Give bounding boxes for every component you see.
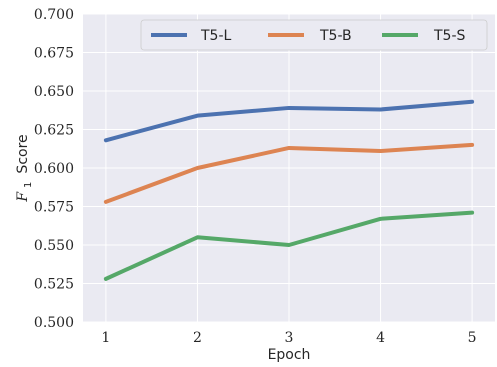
x-tick-label: 1 bbox=[101, 330, 110, 346]
y-tick-label: 0.625 bbox=[34, 123, 74, 139]
y-axis-label: F 1 Score bbox=[14, 134, 35, 202]
y-axis-label-f: F bbox=[15, 191, 31, 203]
series-line-t5-s bbox=[103, 210, 475, 281]
series-line-t5-l bbox=[103, 99, 475, 143]
series-lines bbox=[103, 99, 475, 281]
series-line-t5-b bbox=[103, 142, 475, 204]
y-tick-label: 0.700 bbox=[34, 7, 74, 23]
y-tick-label: 0.550 bbox=[34, 238, 74, 254]
y-axis-label-rest: Score bbox=[15, 134, 31, 173]
legend-label-t5-b: T5-B bbox=[319, 28, 352, 44]
y-axis-label-subscript: 1 bbox=[23, 182, 34, 188]
x-tick-labels: 1 2 3 4 5 bbox=[101, 330, 476, 346]
legend-label-t5-s: T5-S bbox=[433, 28, 466, 44]
y-tick-label: 0.650 bbox=[34, 84, 74, 100]
x-tick-label: 5 bbox=[468, 330, 477, 346]
y-tick-label: 0.675 bbox=[34, 46, 74, 62]
x-tick-label: 2 bbox=[193, 330, 202, 346]
x-tick-label: 4 bbox=[376, 330, 385, 346]
y-tick-label: 0.500 bbox=[34, 315, 74, 331]
legend-label-t5-l: T5-L bbox=[200, 28, 232, 44]
y-tick-label: 0.525 bbox=[34, 277, 74, 293]
legend-box bbox=[140, 19, 488, 51]
x-axis-label: Epoch bbox=[268, 347, 311, 363]
legend: T5-L T5-B T5-S bbox=[140, 19, 488, 51]
x-tick-label: 3 bbox=[285, 330, 294, 346]
y-tick-label: 0.575 bbox=[34, 200, 74, 216]
y-tick-label: 0.600 bbox=[34, 161, 74, 177]
y-tick-labels: 0.500 0.525 0.550 0.575 0.600 0.625 0.650 0.675… bbox=[34, 7, 74, 331]
